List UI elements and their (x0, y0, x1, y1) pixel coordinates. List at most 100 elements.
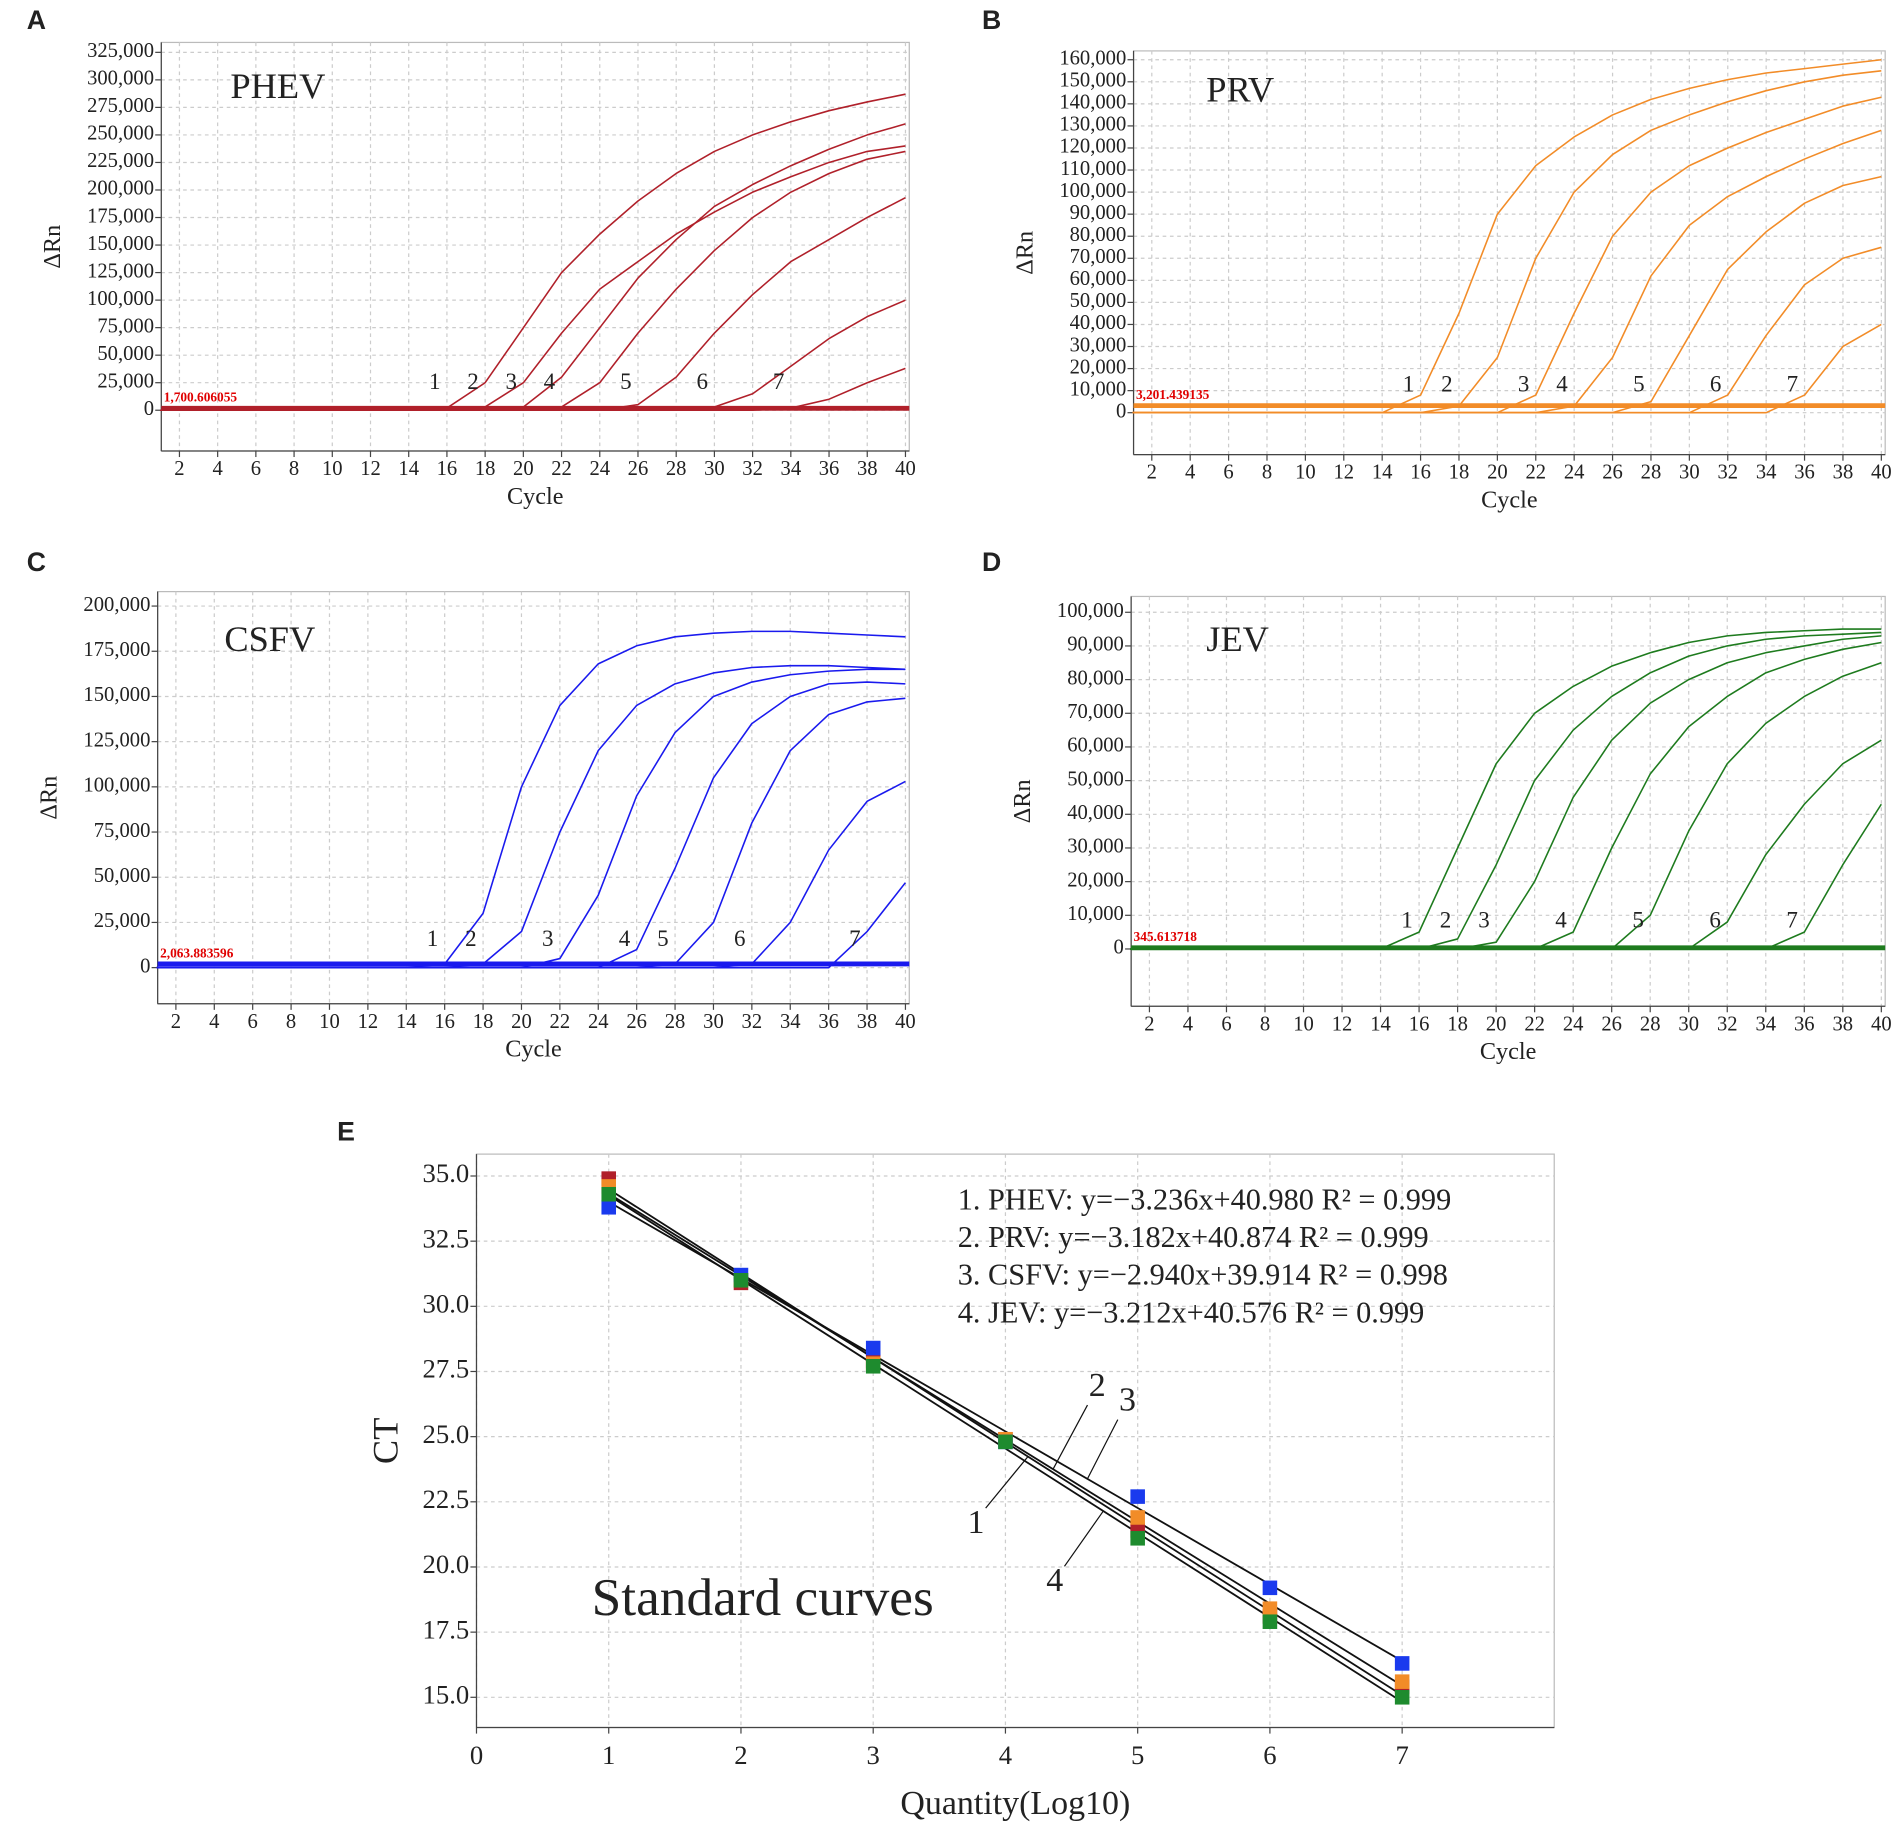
x-tick-label: 34 (781, 458, 802, 480)
panel-letter: B (982, 5, 1001, 35)
x-tick-label: 12 (1332, 1013, 1353, 1035)
x-tick-label: 6 (1263, 1740, 1276, 1770)
amplification-curve (156, 697, 906, 969)
y-tick-label: 0 (144, 398, 154, 420)
y-tick-label: 25,000 (94, 910, 151, 932)
x-tick-label: 26 (1601, 1013, 1622, 1035)
x-tick-label: 18 (473, 1011, 494, 1033)
x-tick-label: 12 (1333, 462, 1354, 484)
y-tick-label: 90,000 (1067, 634, 1124, 656)
y-tick-label: 130,000 (1059, 114, 1126, 136)
amplification-curve (1132, 175, 1882, 414)
curve-label: 6 (1710, 370, 1722, 396)
annotation: Standard curves (592, 1567, 934, 1627)
x-tick-label: 28 (666, 458, 687, 480)
amplification-curve (160, 367, 906, 412)
curve-label: 2 (1440, 907, 1452, 933)
y-axis-label: ΔRn (39, 225, 66, 269)
equation: 3. CSFV: y=−2.940x+39.914 R² = 0.998 (958, 1258, 1448, 1292)
curve-label: 3 (542, 925, 554, 951)
x-tick-label: 2 (1144, 1013, 1154, 1035)
y-tick-label: 250,000 (87, 123, 154, 145)
curve-label: 5 (620, 368, 632, 394)
amplification-curve (160, 197, 906, 412)
x-tick-label: 26 (1602, 462, 1623, 484)
y-tick-label: 325,000 (87, 40, 154, 62)
y-tick-label: 70,000 (1070, 246, 1127, 268)
x-tick-label: 40 (1871, 1013, 1892, 1035)
y-tick-label: 0 (140, 955, 150, 977)
x-tick-label: 8 (1262, 462, 1272, 484)
data-point (1394, 1674, 1410, 1689)
y-tick-label: 17.5 (423, 1614, 470, 1644)
x-tick-label: 14 (398, 458, 419, 480)
amplification-curve (1130, 635, 1882, 950)
panel-letter: A (27, 5, 46, 35)
y-tick-label: 100,000 (83, 775, 150, 797)
y-tick-label: 175,000 (87, 205, 154, 227)
threshold-label: 1,700.606055 (164, 390, 238, 405)
x-tick-label: 4 (1183, 1013, 1193, 1035)
x-tick-label: 22 (1524, 1013, 1545, 1035)
y-tick-label: 300,000 (87, 68, 154, 90)
x-tick-label: 38 (857, 1011, 878, 1033)
y-tick-label: 32.5 (423, 1223, 470, 1253)
x-tick-label: 10 (319, 1011, 340, 1033)
amplification-curve (1130, 641, 1882, 950)
equation: 1. PHEV: y=−3.236x+40.980 R² = 0.999 (958, 1183, 1451, 1217)
curve-label: 6 (697, 368, 709, 394)
x-tick-label: 36 (818, 1011, 839, 1033)
x-tick-label: 22 (1525, 462, 1546, 484)
x-tick-label: 6 (248, 1011, 258, 1033)
y-tick-label: 50,000 (1067, 768, 1124, 790)
x-axis-label: Cycle (1481, 486, 1538, 513)
x-tick-label: 16 (437, 458, 458, 480)
x-tick-label: 16 (1410, 462, 1431, 484)
leader-line (1052, 1404, 1089, 1470)
x-tick-label: 16 (434, 1011, 455, 1033)
x-tick-label: 30 (1679, 462, 1700, 484)
y-tick-label: 20.0 (423, 1549, 470, 1579)
y-tick-label: 50,000 (97, 343, 154, 365)
y-tick-label: 80,000 (1067, 667, 1124, 689)
x-tick-label: 1 (602, 1740, 615, 1770)
x-tick-label: 34 (1755, 1013, 1776, 1035)
y-tick-label: 90,000 (1070, 202, 1127, 224)
curve-label: 7 (773, 368, 785, 394)
curve-label: 6 (1709, 907, 1721, 933)
panel-letter: D (982, 547, 1001, 577)
x-tick-label: 32 (742, 458, 763, 480)
y-tick-label: 75,000 (97, 315, 154, 337)
equation: 2. PRV: y=−3.182x+40.874 R² = 0.999 (958, 1220, 1429, 1254)
curve-label: 5 (1633, 370, 1645, 396)
amplification-curve (1130, 662, 1882, 950)
amplification-curve (1132, 70, 1882, 414)
x-tick-label: 40 (895, 458, 916, 480)
x-tick-label: 30 (703, 1011, 724, 1033)
x-tick-label: 24 (589, 458, 610, 480)
x-tick-label: 38 (1833, 1013, 1854, 1035)
x-tick-label: 18 (475, 458, 496, 480)
amplification-curve (1132, 58, 1882, 414)
curve-label: 3 (1518, 370, 1530, 396)
x-tick-label: 38 (1833, 462, 1854, 484)
y-tick-label: 25.0 (423, 1419, 470, 1449)
curve-label: 1 (429, 368, 441, 394)
x-tick-label: 34 (1756, 462, 1777, 484)
amplification-curve (160, 123, 906, 412)
y-tick-label: 120,000 (1059, 136, 1126, 158)
x-tick-label: 32 (742, 1011, 763, 1033)
amplification-curve (160, 145, 906, 412)
data-point (1130, 1489, 1145, 1504)
curve-label: 2 (467, 368, 479, 394)
data-point (733, 1272, 749, 1288)
amplification-curve (160, 93, 906, 412)
amplification-curve (156, 780, 906, 969)
x-tick-label: 18 (1449, 462, 1470, 484)
x-tick-label: 40 (895, 1011, 916, 1033)
y-tick-label: 35.0 (423, 1158, 470, 1188)
x-axis-label: Quantity(Log10) (900, 1785, 1130, 1822)
amplification-curve (1132, 323, 1882, 414)
y-tick-label: 27.5 (423, 1354, 470, 1384)
x-tick-label: 6 (251, 458, 261, 480)
